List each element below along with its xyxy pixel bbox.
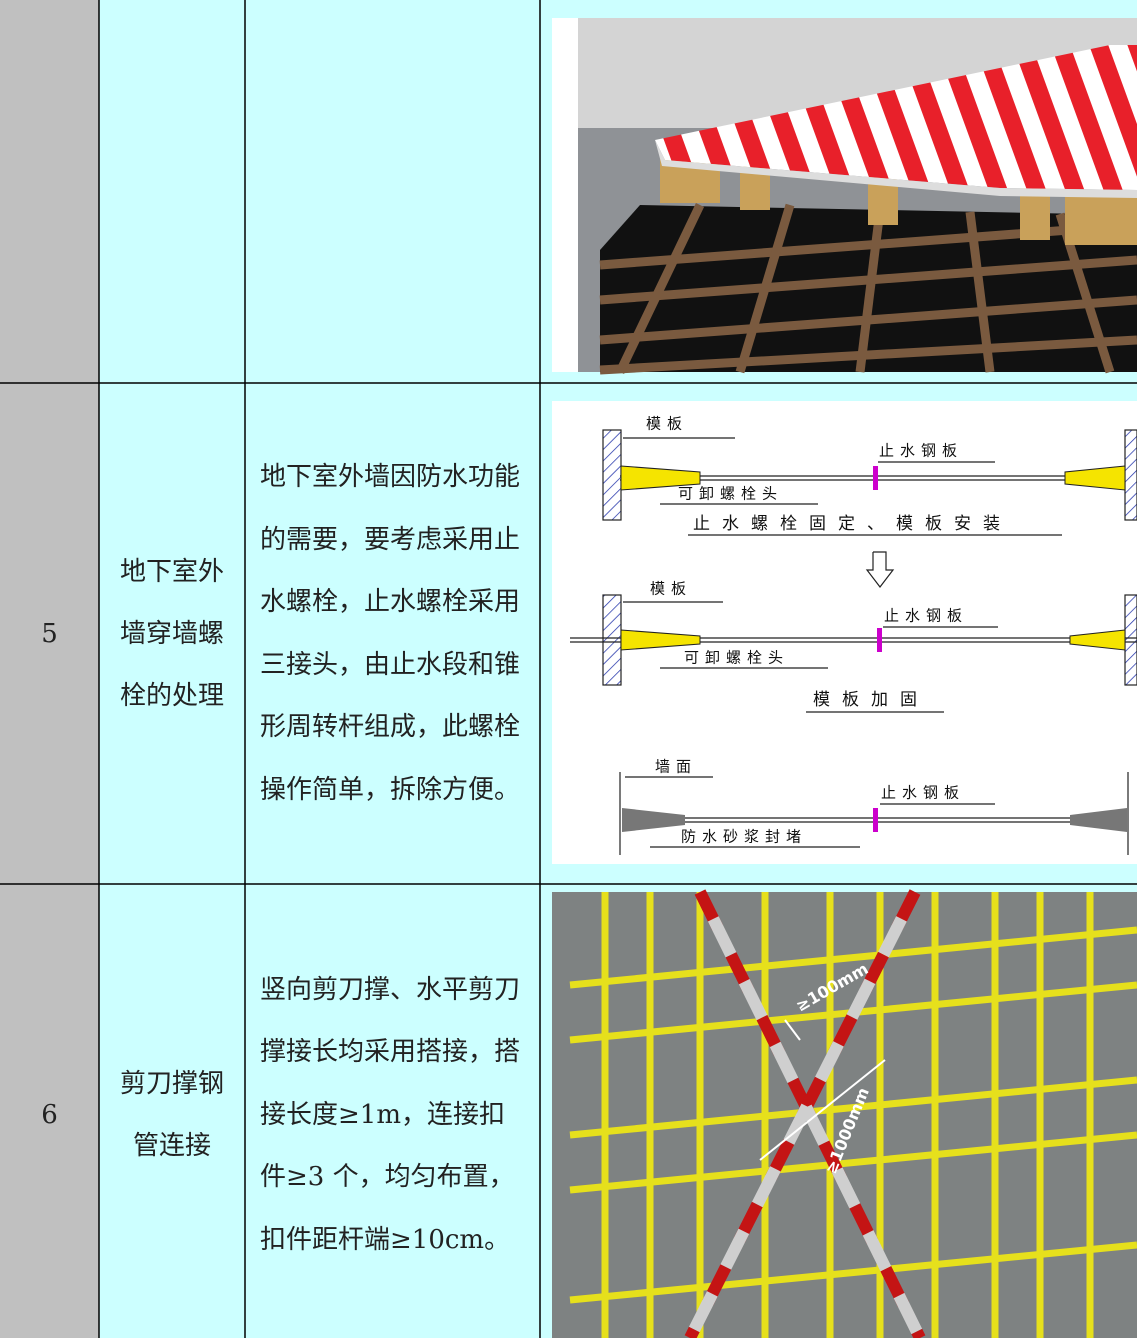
diagram-caption: 模板加固 xyxy=(813,690,929,710)
row-number: 5 xyxy=(41,618,58,649)
scaffold-bracing-photo xyxy=(552,889,1137,1338)
diagram-label: 模板 xyxy=(646,415,688,433)
diagram-label: 止水钢板 xyxy=(884,607,968,625)
floor-opening-photo xyxy=(552,18,1137,375)
item-description: 竖向剪刀撑、水平剪刀撑接长均采用搭接，搭接长度≥1m，连接扣件≥3 个，均匀布置… xyxy=(260,974,521,1255)
diagram-caption: 止水螺栓固定、模板安装 xyxy=(693,514,1012,534)
diagram-label: 止水钢板 xyxy=(879,442,963,460)
row-number: 6 xyxy=(41,1100,58,1130)
item-description: 地下室外墙因防水功能的需要，要考虑采用止水螺栓，止水螺栓采用三接头，由止水段和锥… xyxy=(260,462,521,805)
diagram-label: 止水钢板 xyxy=(881,784,965,802)
diagram-label: 防水砂浆封堵 xyxy=(681,828,807,846)
diagram-label: 墙面 xyxy=(655,758,697,776)
diagram-label: 可卸螺栓头 xyxy=(684,649,789,667)
item-name: 地下室外墙穿墙螺栓的处理 xyxy=(119,556,224,711)
waterstop-bolt-diagram xyxy=(552,401,1137,864)
item-name: 剪刀撑钢管连接 xyxy=(119,1069,224,1161)
number-column xyxy=(0,0,99,1338)
diagram-label: 可卸螺栓头 xyxy=(678,485,783,503)
diagram-label: 模板 xyxy=(650,580,692,598)
